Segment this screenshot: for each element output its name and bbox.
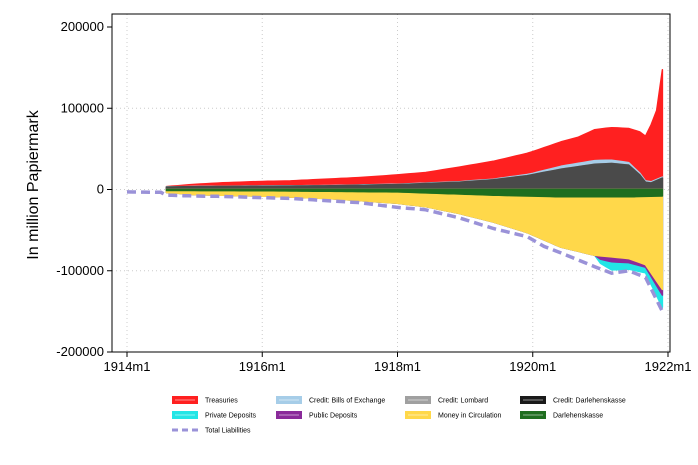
y-tick-label: 200000 <box>61 19 104 34</box>
total-liabilities-line <box>126 190 664 313</box>
legend-label: Private Deposits <box>205 413 256 420</box>
legend-label: Public Deposits <box>309 413 358 420</box>
y-tick-label: 0 <box>97 182 104 197</box>
legend-label: Money in Circulation <box>438 413 502 420</box>
x-tick-label: 1922m1 <box>645 359 692 374</box>
x-tick-label: 1916m1 <box>239 359 286 374</box>
plot-frame <box>111 13 671 353</box>
legend-label: Darlehenskasse <box>553 413 603 420</box>
legend-label: Treasuries <box>205 398 238 405</box>
area-darlehenskasse <box>165 188 664 198</box>
x-tick-label: 1920m1 <box>509 359 556 374</box>
y-axis-title: In million Papiermark <box>25 109 42 259</box>
legend-label: Credit: Lombard <box>438 398 488 405</box>
x-tick-label: 1918m1 <box>374 359 421 374</box>
y-tick-label: 100000 <box>61 100 104 115</box>
legend: Treasuries Credit: Bills of Exchange Credi… <box>172 396 626 435</box>
legend-label: Total Liabilities <box>205 428 251 435</box>
plot-lines <box>126 190 664 313</box>
y-tick-label: -200000 <box>56 344 104 359</box>
x-tick-label: 1914m1 <box>104 359 151 374</box>
legend-label: Credit: Darlehenskasse <box>553 398 626 405</box>
y-tick-label: -100000 <box>56 263 104 278</box>
plot-areas <box>165 69 664 309</box>
legend-label: Credit: Bills of Exchange <box>309 398 385 405</box>
